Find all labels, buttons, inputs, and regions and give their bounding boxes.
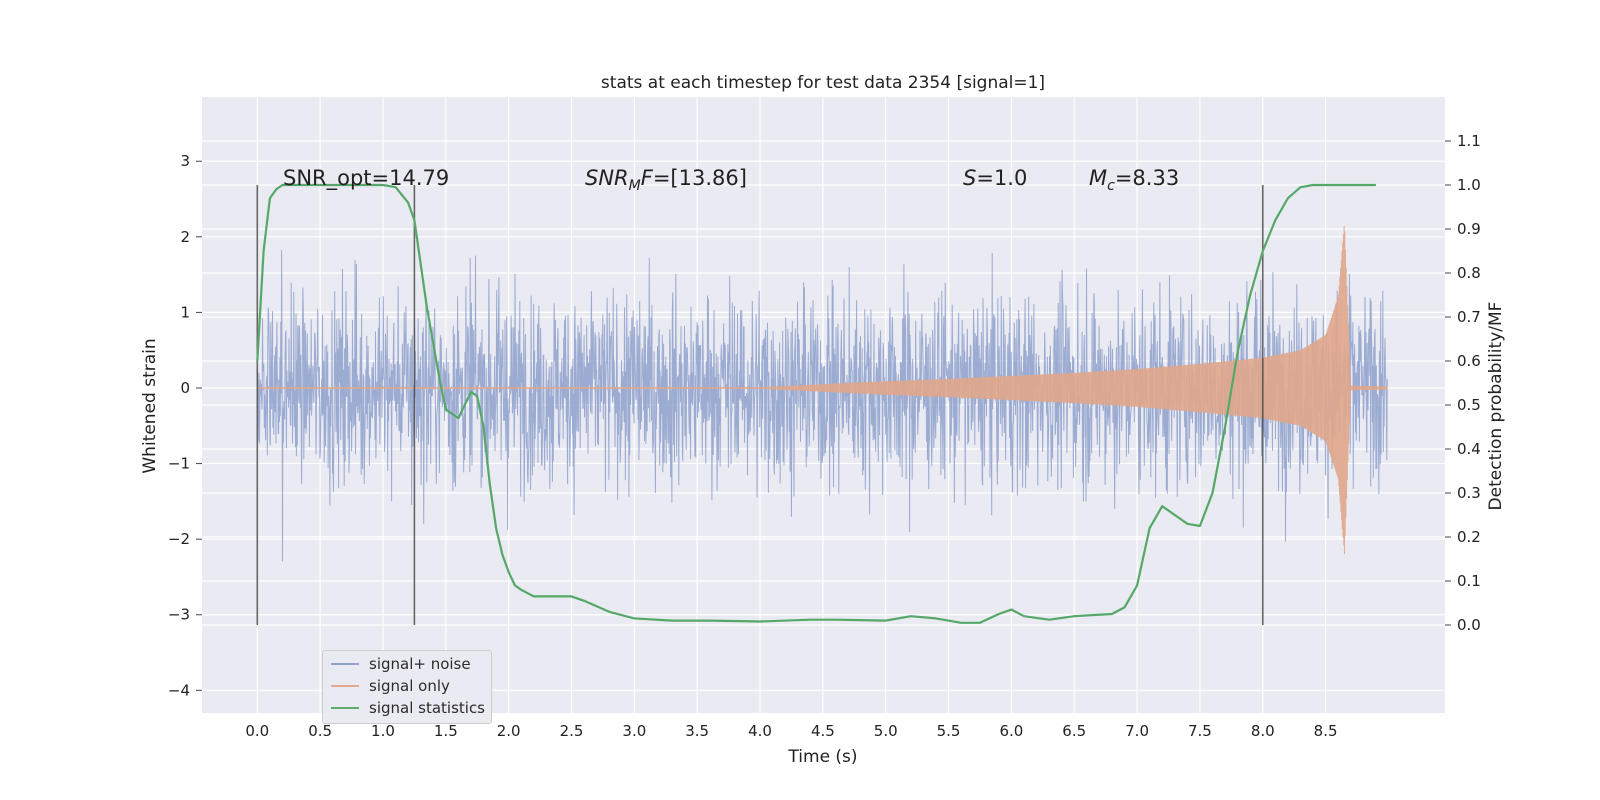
x-tick-label: 4.0 [748, 722, 772, 740]
y-tick-label: 0 [180, 379, 190, 397]
x-tick-label: 6.5 [1062, 722, 1086, 740]
annotation-mc-sub: c [1107, 178, 1115, 194]
y2-tick-label: 0.3 [1457, 484, 1481, 502]
legend-item-signal-only: signal only [331, 675, 450, 697]
x-tick-label: 8.5 [1314, 722, 1338, 740]
x-tick-label: 3.0 [622, 722, 646, 740]
y-axis-label: Whitened strain [140, 338, 160, 473]
y-tick-label: −2 [168, 530, 190, 548]
x-tick-label: 0.5 [308, 722, 332, 740]
x-tick-label: 1.0 [371, 722, 395, 740]
annotation-snr-mf-value: =[13.86] [653, 166, 747, 190]
legend-label-signal-statistics: signal statistics [369, 699, 486, 717]
y2-tick-label: 0.2 [1457, 528, 1481, 546]
y2-tick-label: 0.0 [1457, 616, 1481, 634]
y2-tick-label: 0.4 [1457, 440, 1481, 458]
legend-item-signal-statistics: signal statistics [331, 697, 485, 719]
y2-tick-label: 0.9 [1457, 220, 1481, 238]
y-tick-label: 1 [180, 303, 190, 321]
signal-only-series [256, 225, 1388, 555]
x-axis-label: Time (s) [787, 747, 857, 767]
signal-statistics-line [256, 183, 1376, 624]
signal-only-line [256, 225, 1388, 555]
legend-swatch-signal-only [331, 685, 359, 687]
legend-label-signal-noise: signal+ noise [369, 655, 471, 673]
annotation-mc-name: M [1089, 166, 1107, 190]
annotation-s-value: =1.0 [976, 166, 1027, 190]
y2-tick-label: 0.6 [1457, 352, 1481, 370]
y2-tick-label: 0.7 [1457, 308, 1481, 326]
y2-tick-label: 0.1 [1457, 572, 1481, 590]
y-tick-label: 3 [180, 152, 190, 170]
y-tick-label: −3 [168, 606, 190, 624]
annotation-snr-mf-sub: M [629, 178, 641, 194]
y2-tick-label: 1.0 [1457, 176, 1481, 194]
x-tick-label: 7.5 [1188, 722, 1212, 740]
legend-swatch-signal-noise [331, 663, 359, 665]
x-tick-label: 3.5 [685, 722, 709, 740]
annotation-snr-mf-name: SNR [585, 166, 629, 190]
x-tick-label: 1.5 [434, 722, 458, 740]
legend-label-signal-only: signal only [369, 677, 450, 695]
annotation-snr-mf: SNRMF=[13.86] [585, 166, 747, 194]
y-tick-label: −1 [168, 455, 190, 473]
x-tick-label: 7.0 [1125, 722, 1149, 740]
annotation-snr-opt: SNR_opt=14.79 [283, 166, 449, 191]
x-tick-label: 6.0 [999, 722, 1023, 740]
legend: signal+ noise signal only signal statist… [322, 650, 492, 724]
y2-tick-label: 0.8 [1457, 264, 1481, 282]
signal-noise-line [256, 250, 1388, 562]
vertical-markers [256, 185, 1264, 625]
x-tick-label: 8.0 [1251, 722, 1275, 740]
annotation-snr-mf-f: F [641, 166, 654, 190]
signal-noise-series [256, 250, 1388, 562]
y-tick-label: −4 [168, 681, 190, 699]
chart-title: stats at each timestep for test data 235… [601, 73, 1045, 93]
legend-item-signal-noise: signal+ noise [331, 653, 471, 675]
x-tick-label: 2.0 [497, 722, 521, 740]
annotation-s-name: S [963, 166, 976, 190]
y2-tick-label: 0.5 [1457, 396, 1481, 414]
tick-labels: 0.0 0.5 1.0 1.5 2.0 2.5 3.0 3.5 4.0 4.5 5.0 5.5 6.0 6… [168, 132, 1481, 740]
x-tick-label: 0.0 [245, 722, 269, 740]
y-tick-label: 2 [180, 228, 190, 246]
x-tick-label: 5.5 [937, 722, 961, 740]
signal-statistics-series [256, 183, 1376, 624]
y2-axis-label: Detection probability/MF [1486, 302, 1506, 511]
x-tick-label: 5.0 [874, 722, 898, 740]
x-tick-label: 2.5 [560, 722, 584, 740]
legend-swatch-signal-statistics [331, 707, 359, 709]
x-tick-label: 4.5 [811, 722, 835, 740]
annotation-mc: Mc=8.33 [1089, 166, 1179, 194]
y2-tick-label: 1.1 [1457, 132, 1481, 150]
annotation-mc-value: =8.33 [1115, 166, 1179, 190]
annotation-s: S=1.0 [963, 166, 1027, 190]
